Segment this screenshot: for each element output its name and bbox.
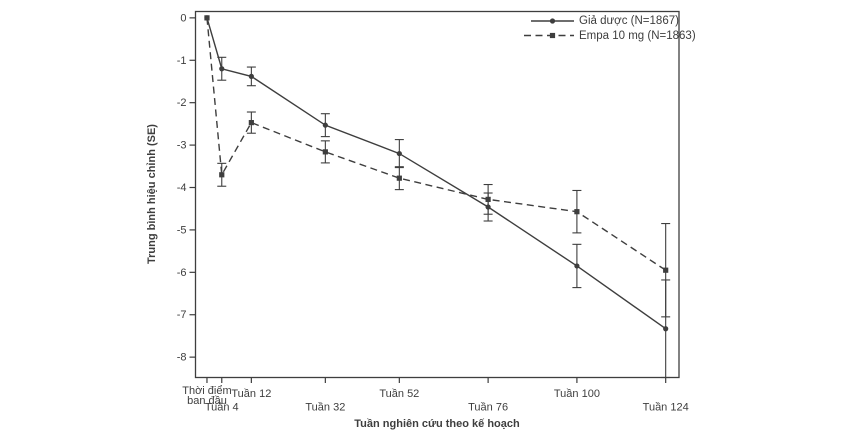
y-tick-label: 0 (180, 12, 186, 24)
x-tick-label: Tuần 76 (468, 402, 508, 414)
x-tick-label: Thời điểm (182, 385, 231, 397)
x-tick-label: Tuần 124 (643, 402, 689, 414)
y-axis-title: Trung bình hiệu chỉnh (SE) (146, 124, 158, 264)
series-line-0 (206, 17, 667, 330)
x-tick-label: Tuần 52 (379, 388, 419, 400)
legend-circle-marker-icon (549, 18, 556, 24)
y-tick-label: -1 (177, 55, 187, 67)
x-tick-label: Tuần 32 (305, 402, 345, 414)
y-tick-label: -2 (177, 97, 187, 109)
series-marker-circle (248, 73, 254, 79)
series-marker-square (248, 120, 254, 126)
series-line-1 (206, 17, 667, 271)
y-tick-label: -3 (177, 140, 187, 152)
y-tick-label: -5 (177, 224, 187, 236)
series-marker-circle (574, 263, 580, 269)
y-tick-label: -7 (177, 309, 187, 321)
legend-square-marker-icon (549, 32, 556, 39)
x-tick-label: Tuần 100 (554, 388, 600, 400)
series-marker-circle (663, 326, 669, 332)
y-tick-label: -6 (177, 267, 187, 279)
series-marker-circle (396, 150, 402, 157)
legend-label-placebo: Giả dược (N=1867) (579, 15, 679, 27)
y-tick-label: -4 (177, 182, 187, 194)
x-axis-title: Tuần nghiên cứu theo kế hoạch (354, 418, 520, 430)
series-marker-circle (219, 66, 225, 72)
y-tick-label: -8 (177, 352, 187, 364)
series-marker-square (574, 209, 580, 215)
x-tick-label: Tuần 12 (231, 388, 271, 400)
series-marker-circle (322, 122, 328, 128)
plot-border (194, 10, 680, 379)
series-marker-square (396, 175, 402, 181)
series-marker-square (219, 172, 225, 178)
series-marker-square (663, 267, 669, 273)
series-marker-square (204, 15, 210, 21)
series-marker-square (485, 196, 491, 202)
x-tick-label: ban đầu (187, 395, 227, 407)
legend-label-empa: Empa 10 mg (N=1863) (579, 29, 696, 42)
x-tick-label: Tuần 4 (205, 402, 239, 414)
series-marker-square (322, 149, 328, 155)
